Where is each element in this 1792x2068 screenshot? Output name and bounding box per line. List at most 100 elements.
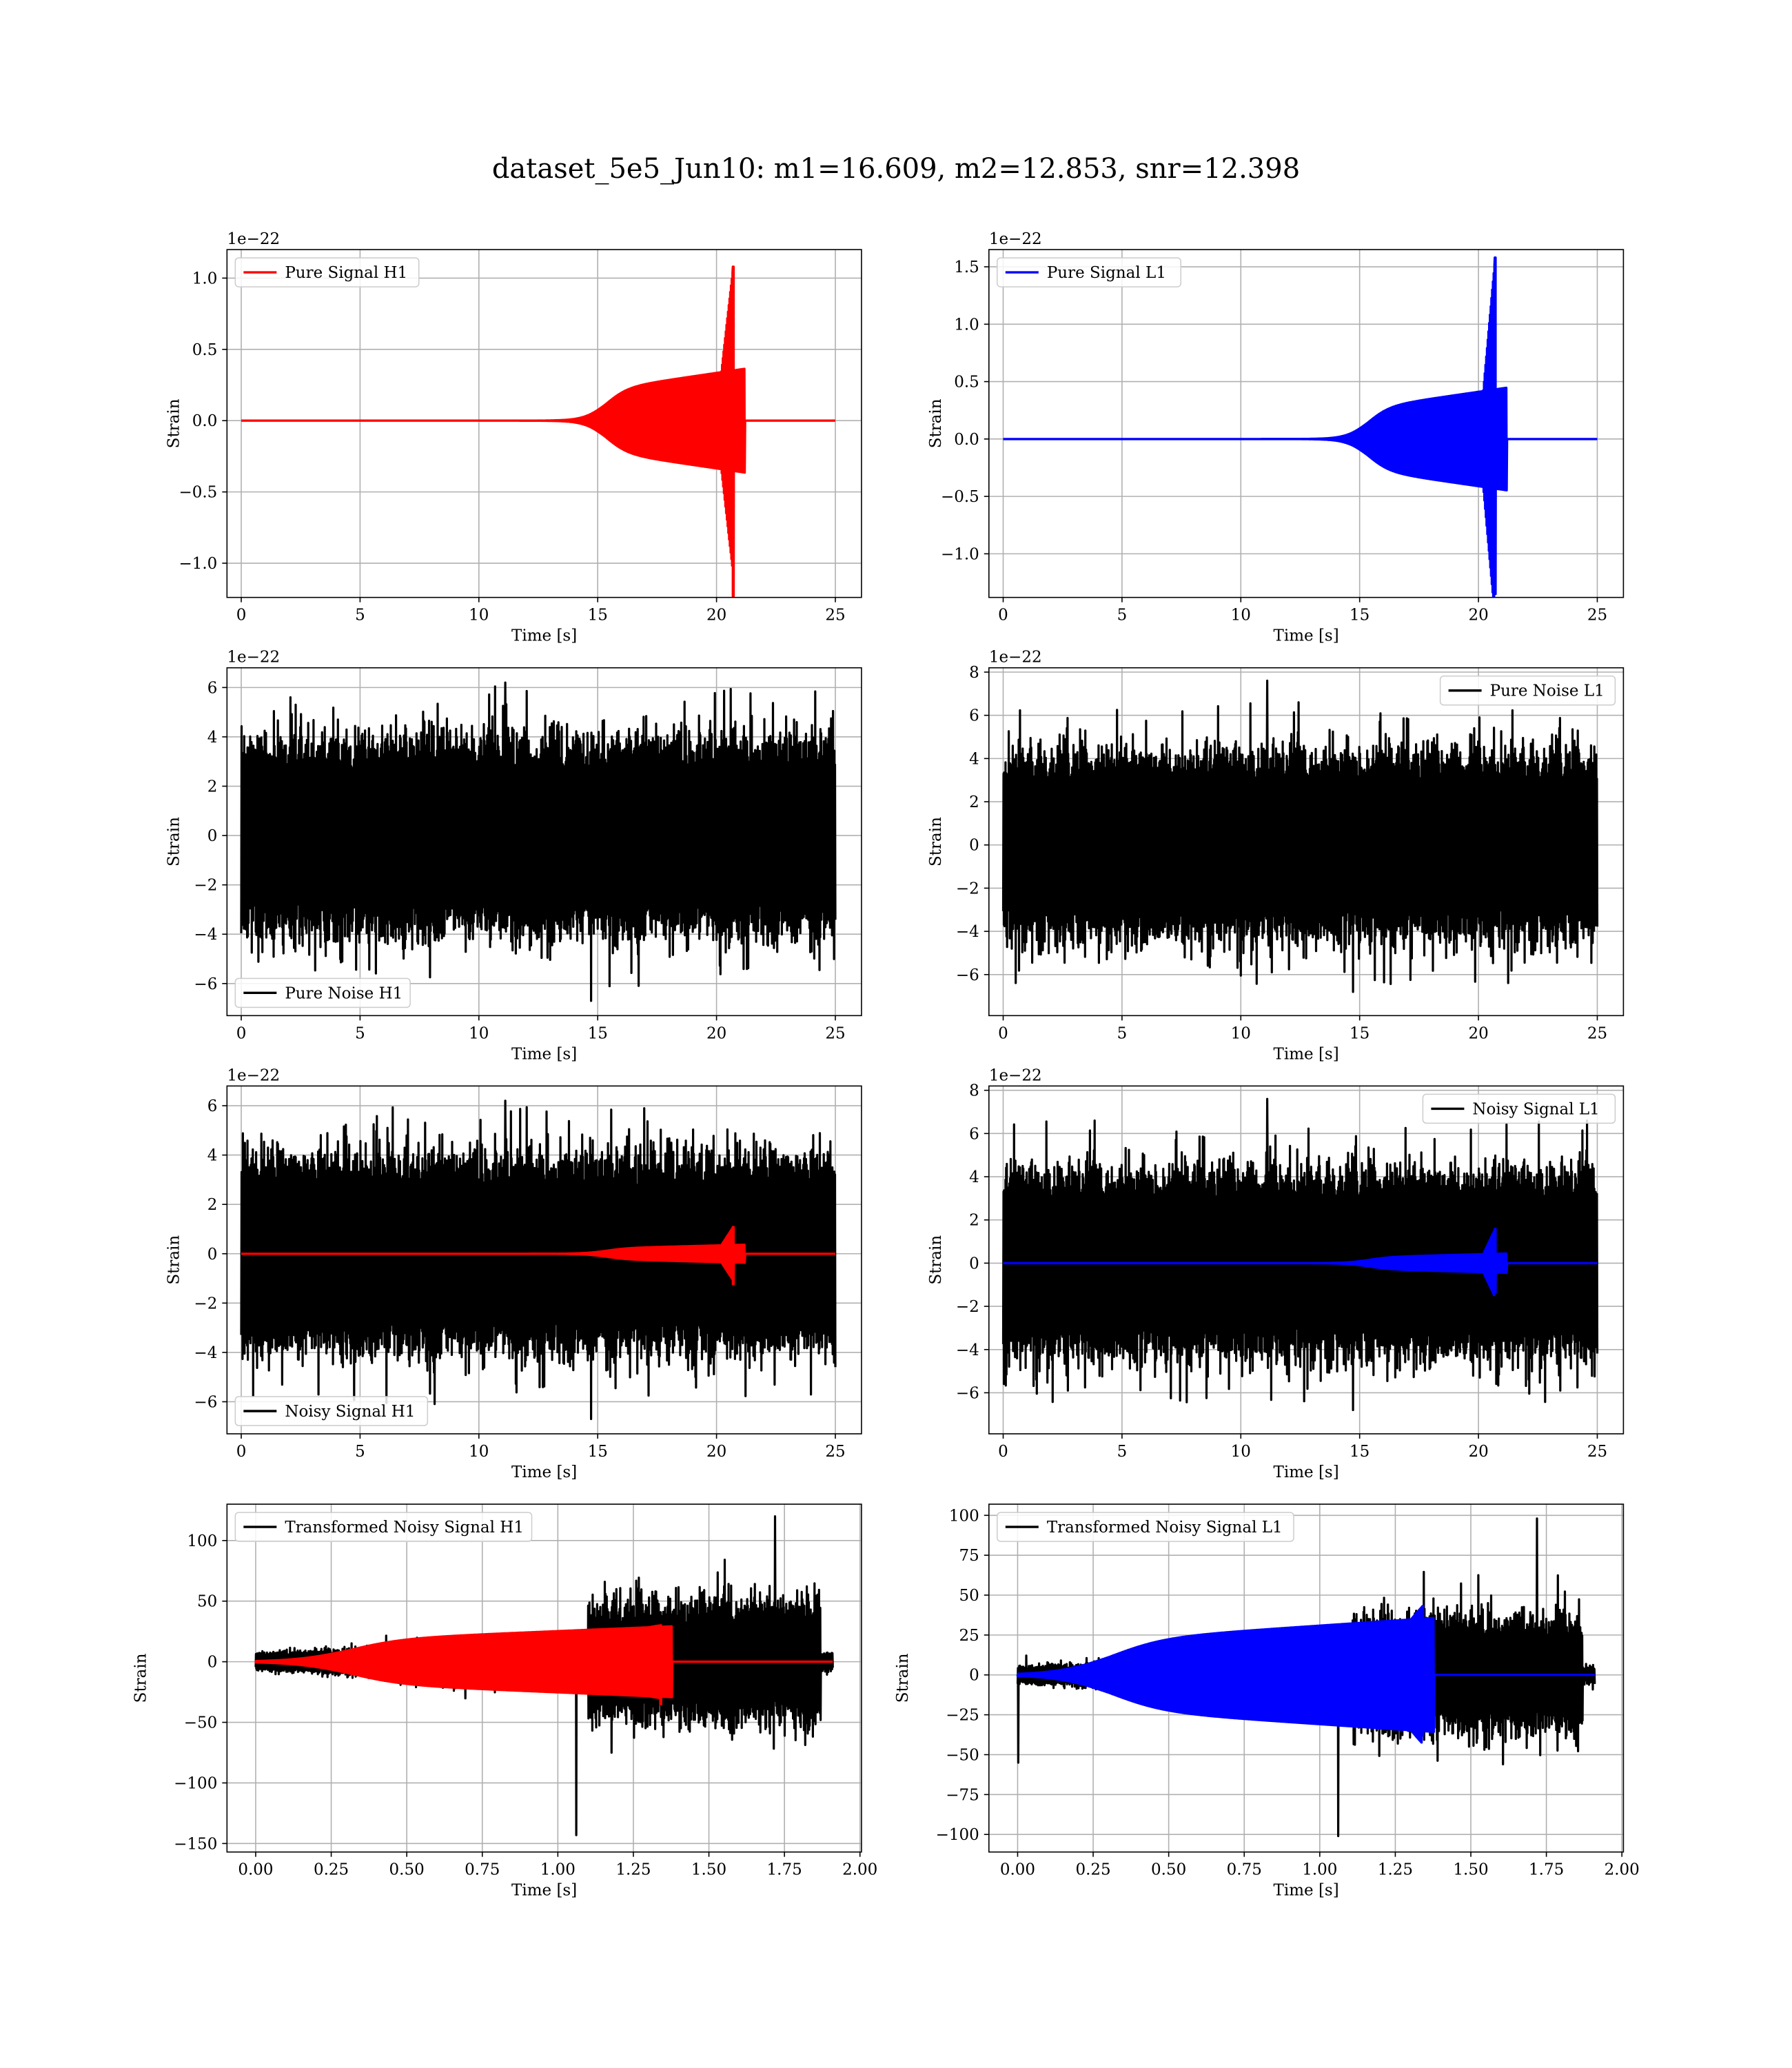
plot-area [240,1099,837,1421]
x-tick-label: 25 [1587,607,1607,625]
y-tick-label: −6 [194,975,217,993]
legend-label: Transformed Noisy Signal L1 [1047,1519,1283,1537]
x-tick-label: 20 [1468,607,1488,625]
y-tick-label: 6 [969,1125,979,1143]
y-tick-label: 0.5 [192,341,218,359]
y-tick-label: −4 [956,1341,979,1359]
x-tick-label: 2.00 [842,1861,877,1879]
legend: Pure Signal H1 [234,257,420,287]
y-tick-label: 0 [207,1654,218,1672]
x-tick-label: 15 [588,1443,608,1461]
legend: Noisy Signal H1 [234,1396,429,1426]
x-tick-label: 10 [469,607,489,625]
x-tick-label: 25 [825,1024,845,1042]
legend: Noisy Signal L1 [1422,1093,1616,1124]
x-tick-label: 5 [1117,1024,1128,1042]
x-tick-label: 15 [588,607,608,625]
y-tick-label: −25 [946,1707,979,1725]
y-tick-label: 50 [197,1593,217,1611]
x-tick-label: 10 [1231,607,1251,625]
x-tick-label: 2.00 [1605,1861,1640,1879]
y-tick-label: −2 [194,1295,217,1312]
subplot-transformed-noisy-signal-h1: 0.00 0.25 0.50 0.75 1.00 1.25 1.50 1.75 2.00 −150… [132,1503,877,1900]
series-line-pure-noise-h1 [240,681,837,1002]
subplot-pure-signal-h1: 0 5 10 15 20 25 −1.0 −0.5 0.0 0.5 1.0 Time [s] Strai… [165,230,862,645]
x-tick-label: 1.50 [1453,1861,1488,1879]
x-tick-label: 10 [469,1443,489,1461]
plot-area [254,1515,834,1836]
y-tick-label: 6 [207,1097,218,1115]
offset-label: 1e−22 [989,649,1042,667]
subplot-pure-signal-l1: 0 5 10 15 20 25 −1.0 −0.5 0.0 0.5 1.0 1.5 Time [s] St… [927,230,1625,645]
axes-frame [988,1503,1625,1853]
y-tick-label: 1.0 [192,270,218,287]
y-tick-label: 6 [969,707,979,725]
legend: Pure Noise L1 [1439,675,1616,706]
series-line-noisy-signal-h1-overlay-1 [240,1226,837,1286]
legend-box [997,257,1181,287]
figure-title: dataset_5e5_Jun10: m1=16.609, m2=12.853,… [491,153,1301,185]
x-tick-label: 15 [588,1024,608,1042]
axes-frame [226,1085,862,1435]
legend-label: Pure Noise H1 [285,984,403,1002]
tick-marks [984,1514,1623,1857]
legend-label: Pure Signal H1 [285,264,407,282]
x-tick-label: 1.25 [615,1861,651,1879]
x-tick-label: 0.50 [389,1861,425,1879]
x-axis-label: Time [s] [511,1882,577,1900]
legend-label: Pure Noise L1 [1490,682,1605,700]
series-line-noisy-signal-l1-overlay-1 [1002,1228,1598,1297]
legend-box [1439,675,1616,706]
x-tick-label: 1.50 [691,1861,726,1879]
x-tick-label: 20 [706,607,726,625]
tick-marks [984,266,1598,602]
offset-label: 1e−22 [989,230,1042,248]
y-tick-label: 0.5 [954,374,979,392]
y-tick-label: 4 [969,750,979,768]
y-tick-label: 8 [969,1082,979,1100]
y-tick-label: 4 [207,1147,218,1165]
y-tick-label: 0 [207,827,218,845]
plot-area [1001,679,1599,993]
legend: Transformed Noisy Signal L1 [997,1512,1294,1542]
offset-label: 1e−22 [227,230,280,248]
y-tick-label: −4 [194,926,217,944]
legend-box [234,1396,429,1426]
legend-box [234,1512,533,1542]
series-line-noisy-signal-l1 [1001,1097,1599,1412]
y-axis-label: Strain [132,1653,150,1703]
x-tick-label: 20 [706,1443,726,1461]
x-axis-label: Time [s] [1274,1882,1339,1900]
legend: Pure Signal L1 [997,257,1181,287]
x-tick-label: 25 [1587,1443,1607,1461]
series-line-transformed-noisy-signal-l1-overlay-1 [1016,1605,1596,1744]
y-tick-label: 1.0 [954,316,979,334]
x-axis-label: Time [s] [511,627,577,645]
y-tick-label: −6 [956,1384,979,1402]
legend-box [234,257,420,287]
offset-label: 1e−22 [227,649,280,667]
y-tick-label: −6 [956,966,979,984]
x-tick-label: 0 [998,1443,1008,1461]
y-tick-label: 100 [187,1532,217,1550]
x-tick-label: 0 [998,607,1008,625]
x-tick-label: 0.00 [1000,1861,1035,1879]
y-tick-label: 50 [959,1587,979,1605]
legend-label: Noisy Signal L1 [1472,1100,1599,1118]
y-tick-label: 8 [969,664,979,682]
plot-area [1002,256,1598,598]
x-axis-label: Time [s] [1274,1045,1339,1063]
y-tick-label: −0.5 [941,488,979,506]
y-tick-label: −2 [956,1298,979,1316]
x-tick-label: 0.75 [465,1861,500,1879]
y-tick-label: 4 [969,1168,979,1186]
x-tick-label: 1.75 [1529,1861,1564,1879]
axes-frame [226,1503,862,1853]
y-tick-label: 0.0 [954,431,979,449]
y-tick-label: −1.0 [179,555,217,573]
tick-marks [222,277,836,602]
y-tick-label: −2 [956,880,979,898]
tick-marks [222,687,836,1021]
y-axis-label: Strain [927,817,945,866]
tick-marks [984,1089,1598,1439]
